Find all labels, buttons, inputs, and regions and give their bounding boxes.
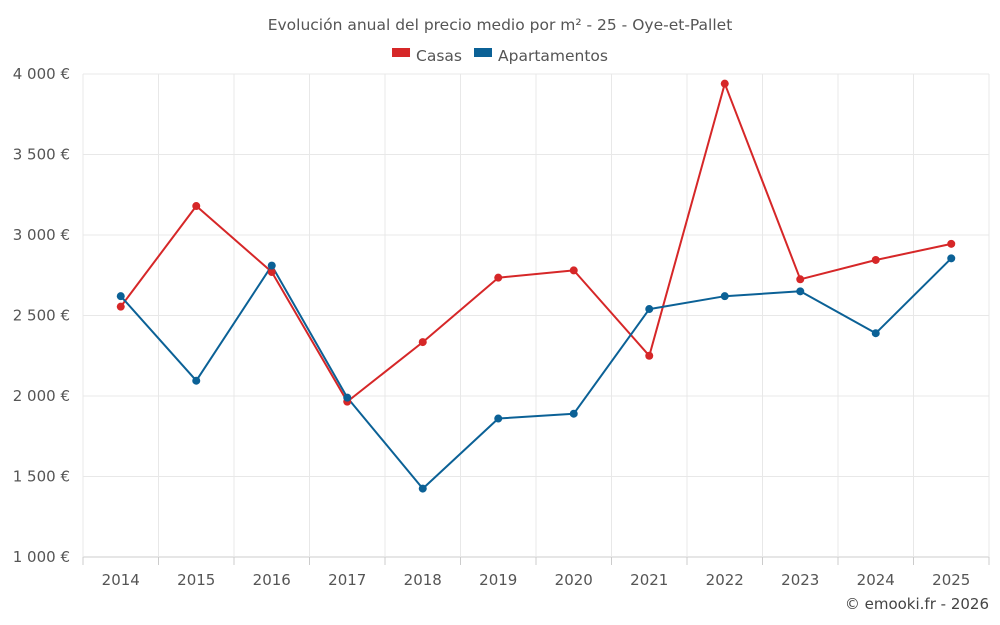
y-tick-label: 4 000 €	[13, 65, 70, 83]
x-tick-label: 2021	[630, 571, 668, 589]
data-point-apartamentos[interactable]	[343, 393, 352, 402]
series-line-apartamentos	[120, 257, 953, 490]
y-tick-label: 3 500 €	[13, 146, 70, 164]
data-point-apartamentos[interactable]	[871, 329, 880, 338]
data-point-apartamentos[interactable]	[418, 484, 427, 493]
data-point-casas[interactable]	[796, 275, 805, 284]
chart-legend: Casas Apartamentos	[392, 47, 608, 65]
data-point-apartamentos[interactable]	[116, 292, 125, 301]
x-tick-label: 2015	[177, 571, 215, 589]
x-tick-label: 2024	[857, 571, 895, 589]
data-point-casas[interactable]	[192, 202, 201, 211]
legend-swatch	[392, 48, 411, 57]
x-tick-label: 2023	[781, 571, 819, 589]
data-point-apartamentos[interactable]	[645, 305, 654, 314]
x-tick-label: 2018	[404, 571, 442, 589]
series-line-casas	[120, 82, 952, 403]
data-point-casas[interactable]	[418, 338, 427, 347]
legend-label: Apartamentos	[498, 47, 608, 65]
x-tick-label: 2016	[253, 571, 291, 589]
x-tick-label: 2017	[328, 571, 366, 589]
y-axis: 1 000 € 1 500 € 2 000 € 2 500 € 3 000 € 3 500…	[13, 65, 70, 566]
data-point-apartamentos[interactable]	[947, 254, 956, 263]
data-point-apartamentos[interactable]	[267, 261, 276, 270]
x-tick-label: 2014	[102, 571, 140, 589]
data-point-apartamentos[interactable]	[494, 414, 503, 423]
y-tick-label: 2 000 €	[13, 387, 70, 405]
y-tick-label: 1 000 €	[13, 548, 70, 566]
y-tick-label: 2 500 €	[13, 307, 70, 325]
data-point-casas[interactable]	[116, 302, 125, 311]
x-axis: 2014 2015 2016 2017 2018 2019 2020 2021 2022 2023…	[82, 557, 990, 589]
data-point-casas[interactable]	[267, 268, 276, 277]
data-point-casas[interactable]	[947, 239, 956, 248]
data-point-apartamentos[interactable]	[569, 409, 578, 418]
chart-title: Evolución anual del precio medio por m² …	[268, 16, 733, 34]
x-tick-label: 2020	[555, 571, 593, 589]
data-point-casas[interactable]	[871, 255, 880, 264]
data-point-casas[interactable]	[645, 351, 654, 360]
y-tick-label: 3 000 €	[13, 226, 70, 244]
legend-swatch	[474, 48, 492, 57]
data-point-apartamentos[interactable]	[192, 376, 201, 385]
x-tick-label: 2019	[479, 571, 517, 589]
data-point-casas[interactable]	[720, 79, 729, 88]
chart-series	[116, 79, 956, 493]
chart-credit: © emooki.fr - 2026	[845, 595, 989, 613]
data-point-casas[interactable]	[494, 273, 503, 282]
legend-label: Casas	[416, 47, 462, 65]
data-point-apartamentos[interactable]	[720, 292, 729, 301]
x-tick-label: 2022	[706, 571, 744, 589]
chart-grid	[82, 73, 990, 558]
y-tick-label: 1 500 €	[13, 468, 70, 486]
data-point-casas[interactable]	[569, 266, 578, 275]
data-point-apartamentos[interactable]	[796, 287, 805, 296]
x-tick-label: 2025	[932, 571, 970, 589]
